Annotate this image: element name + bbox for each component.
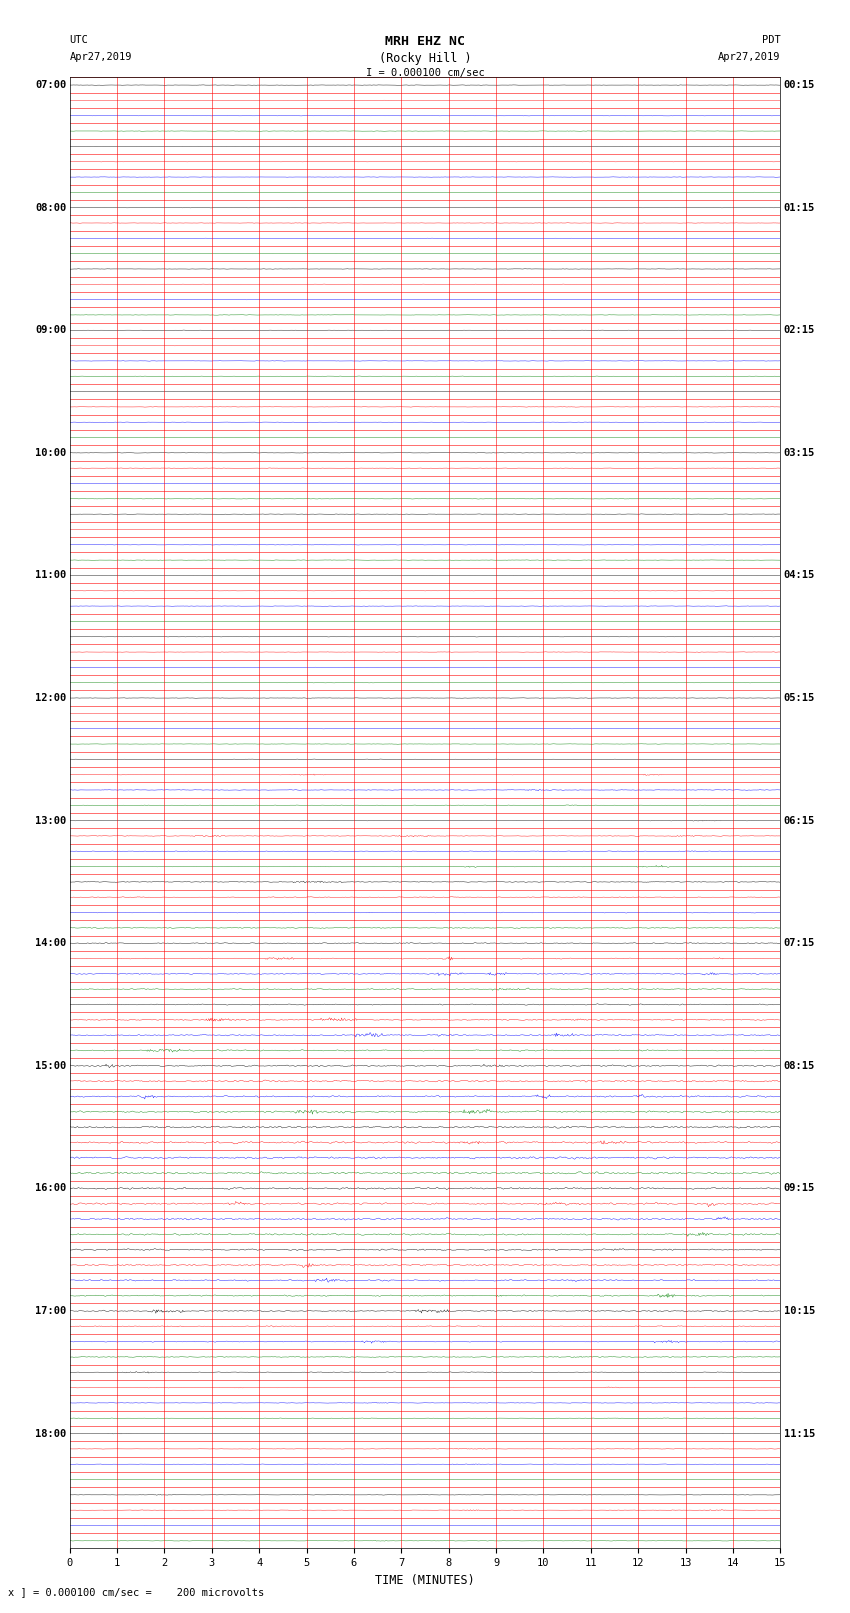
Text: 06:15: 06:15 <box>784 816 815 826</box>
Text: 10:15: 10:15 <box>784 1307 815 1316</box>
Text: Apr27,2019: Apr27,2019 <box>717 52 780 61</box>
Text: 11:00: 11:00 <box>35 571 66 581</box>
Text: 15:00: 15:00 <box>35 1061 66 1071</box>
Text: 14:00: 14:00 <box>35 939 66 948</box>
Text: PDT: PDT <box>762 35 780 45</box>
Text: 08:00: 08:00 <box>35 203 66 213</box>
Text: 01:15: 01:15 <box>784 203 815 213</box>
Text: 04:15: 04:15 <box>784 571 815 581</box>
Text: MRH EHZ NC: MRH EHZ NC <box>385 35 465 48</box>
Text: 03:15: 03:15 <box>784 448 815 458</box>
Text: (Rocky Hill ): (Rocky Hill ) <box>379 52 471 65</box>
Text: I = 0.000100 cm/sec: I = 0.000100 cm/sec <box>366 68 484 77</box>
Text: 07:15: 07:15 <box>784 939 815 948</box>
X-axis label: TIME (MINUTES): TIME (MINUTES) <box>375 1574 475 1587</box>
Text: 00:15: 00:15 <box>784 81 815 90</box>
Text: 13:00: 13:00 <box>35 816 66 826</box>
Text: 07:00: 07:00 <box>35 81 66 90</box>
Text: 12:00: 12:00 <box>35 694 66 703</box>
Text: 09:15: 09:15 <box>784 1184 815 1194</box>
Text: 11:15: 11:15 <box>784 1429 815 1439</box>
Text: 16:00: 16:00 <box>35 1184 66 1194</box>
Text: 18:00: 18:00 <box>35 1429 66 1439</box>
Text: 17:00: 17:00 <box>35 1307 66 1316</box>
Text: 09:00: 09:00 <box>35 326 66 336</box>
Text: UTC: UTC <box>70 35 88 45</box>
Text: 02:15: 02:15 <box>784 326 815 336</box>
Text: 10:00: 10:00 <box>35 448 66 458</box>
Text: Apr27,2019: Apr27,2019 <box>70 52 133 61</box>
Text: 08:15: 08:15 <box>784 1061 815 1071</box>
Text: 05:15: 05:15 <box>784 694 815 703</box>
Text: x ] = 0.000100 cm/sec =    200 microvolts: x ] = 0.000100 cm/sec = 200 microvolts <box>8 1587 264 1597</box>
